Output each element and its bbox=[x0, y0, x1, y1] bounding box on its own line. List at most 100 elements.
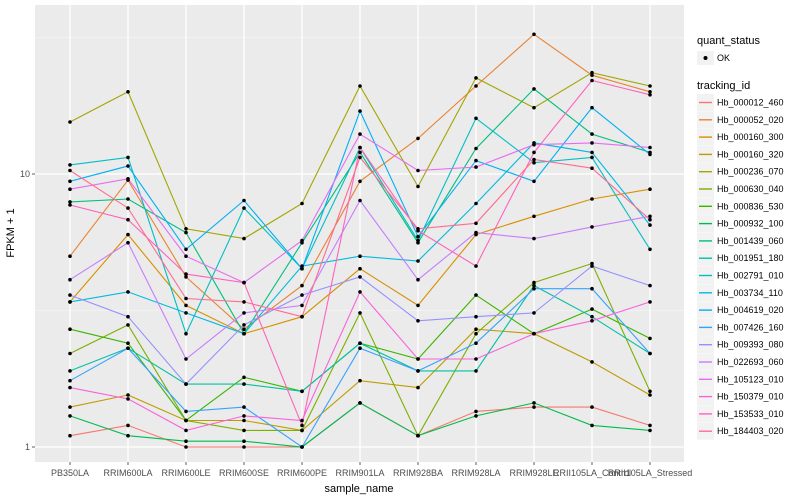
data-point-Hb_150379_010 bbox=[358, 290, 362, 294]
data-point-Hb_000630_040 bbox=[648, 389, 652, 394]
data-point-Hb_001439_060 bbox=[184, 230, 188, 235]
data-point-Hb_007426_160 bbox=[474, 341, 478, 346]
legend-title-tracking-id: tracking_id bbox=[697, 80, 750, 92]
x-tick-label: RRIM600LA bbox=[103, 468, 152, 478]
data-point-Hb_184403_020 bbox=[242, 300, 246, 304]
legend-items: Hb_000012_460 Hb_000052_020 Hb_000160_300 H… bbox=[697, 94, 784, 440]
legend-label-Hb_153533_010: Hb_153533_010 bbox=[717, 409, 784, 419]
data-point-Hb_000012_460 bbox=[474, 409, 478, 414]
legend-label-Hb_003734_110: Hb_003734_110 bbox=[717, 288, 783, 298]
data-point-Hb_001439_060 bbox=[532, 87, 536, 91]
legend-label-Hb_000160_300: Hb_000160_300 bbox=[717, 132, 784, 142]
legend-label-Hb_000932_100: Hb_000932_100 bbox=[717, 219, 784, 229]
data-point-Hb_105123_010 bbox=[126, 177, 130, 181]
data-point-Hb_000012_460 bbox=[68, 433, 72, 438]
data-point-Hb_000052_020 bbox=[242, 327, 246, 332]
x-axis-title: sample_name bbox=[324, 483, 393, 495]
data-point-Hb_000052_020 bbox=[416, 136, 420, 141]
data-point-Hb_004619_020 bbox=[242, 198, 246, 203]
data-point-Hb_003734_110 bbox=[358, 254, 362, 258]
data-point-Hb_003734_110 bbox=[648, 223, 652, 227]
data-point-Hb_004619_020 bbox=[532, 179, 536, 184]
data-point-Hb_000630_040 bbox=[68, 351, 72, 356]
data-point-Hb_002791_010 bbox=[590, 155, 594, 160]
data-point-Hb_184403_020 bbox=[474, 221, 478, 226]
data-point-Hb_000160_320 bbox=[68, 405, 72, 409]
data-point-Hb_105123_010 bbox=[474, 165, 478, 169]
data-point-Hb_002791_010 bbox=[648, 247, 652, 252]
data-point-Hb_184403_020 bbox=[590, 166, 594, 170]
data-point-Hb_003734_110 bbox=[184, 311, 188, 315]
data-point-Hb_105123_010 bbox=[648, 145, 652, 150]
legend-label-Hb_000630_040: Hb_000630_040 bbox=[717, 184, 784, 194]
data-point-Hb_000836_530 bbox=[648, 336, 652, 341]
data-point-Hb_007426_160 bbox=[126, 346, 130, 351]
data-point-Hb_004619_020 bbox=[648, 152, 652, 157]
data-point-Hb_184403_020 bbox=[648, 217, 652, 222]
data-point-Hb_000236_070 bbox=[416, 184, 420, 189]
y-axis-title: FPKM + 1 bbox=[5, 208, 17, 257]
data-point-Hb_004619_020 bbox=[300, 266, 304, 271]
data-point-Hb_001951_180 bbox=[590, 314, 594, 319]
legend-label-Hb_184403_020: Hb_184403_020 bbox=[717, 426, 784, 436]
data-point-Hb_007426_160 bbox=[184, 409, 188, 414]
data-point-Hb_000236_070 bbox=[648, 84, 652, 88]
data-point-Hb_105123_010 bbox=[184, 254, 188, 258]
data-point-Hb_004619_020 bbox=[474, 158, 478, 163]
legend-label-Hb_000836_530: Hb_000836_530 bbox=[717, 201, 784, 211]
data-point-Hb_000160_300 bbox=[532, 214, 536, 219]
x-tick-label: RRIM901LA bbox=[335, 468, 384, 478]
data-point-Hb_004619_020 bbox=[68, 179, 72, 184]
data-point-Hb_000932_100 bbox=[590, 423, 594, 428]
data-point-Hb_153533_010 bbox=[590, 78, 594, 83]
legend-label-Hb_000012_460: Hb_000012_460 bbox=[717, 98, 784, 108]
legend-label-Hb_150379_010: Hb_150379_010 bbox=[717, 392, 784, 402]
data-point-Hb_153533_010 bbox=[474, 264, 478, 268]
data-point-Hb_000160_300 bbox=[648, 187, 652, 191]
x-tick-label: RRIM600SE bbox=[219, 468, 269, 478]
data-point-Hb_000932_100 bbox=[358, 401, 362, 405]
data-point-Hb_000630_040 bbox=[532, 280, 536, 285]
data-point-Hb_009393_080 bbox=[68, 293, 72, 297]
data-point-Hb_000160_320 bbox=[648, 393, 652, 397]
legend-label-Hb_105123_010: Hb_105123_010 bbox=[717, 374, 784, 384]
data-point-Hb_001951_180 bbox=[474, 369, 478, 373]
data-point-Hb_003734_110 bbox=[242, 331, 246, 336]
data-point-Hb_000932_100 bbox=[474, 414, 478, 418]
data-point-Hb_105123_010 bbox=[358, 132, 362, 136]
data-point-Hb_184403_020 bbox=[300, 314, 304, 319]
x-tick-label: PB350LA bbox=[51, 468, 89, 478]
data-point-Hb_000236_070 bbox=[474, 76, 478, 80]
data-point-Hb_002791_010 bbox=[242, 206, 246, 210]
data-point-Hb_007426_160 bbox=[416, 369, 420, 373]
data-point-Hb_009393_080 bbox=[300, 293, 304, 297]
data-point-Hb_153533_010 bbox=[126, 217, 130, 222]
data-point-Hb_150379_010 bbox=[474, 357, 478, 361]
data-point-Hb_000932_100 bbox=[532, 401, 536, 405]
data-point-Hb_022693_060 bbox=[358, 198, 362, 203]
data-point-Hb_000836_530 bbox=[242, 375, 246, 380]
data-point-Hb_000160_320 bbox=[242, 418, 246, 423]
legend-label-Hb_001439_060: Hb_001439_060 bbox=[717, 236, 784, 246]
legend-title-quant-status: quant_status bbox=[697, 35, 760, 47]
data-point-Hb_022693_060 bbox=[648, 214, 652, 219]
data-point-Hb_000052_020 bbox=[184, 275, 188, 279]
data-point-Hb_022693_060 bbox=[242, 311, 246, 315]
data-point-Hb_000836_530 bbox=[68, 327, 72, 332]
data-point-Hb_007426_160 bbox=[68, 378, 72, 383]
data-point-Hb_000052_020 bbox=[648, 90, 652, 94]
data-point-Hb_003734_110 bbox=[590, 150, 594, 155]
data-point-Hb_000932_100 bbox=[68, 414, 72, 418]
data-point-Hb_000052_020 bbox=[590, 73, 594, 77]
data-point-Hb_009393_080 bbox=[648, 283, 652, 288]
data-point-Hb_022693_060 bbox=[416, 277, 420, 282]
legend-label-Hb_001951_180: Hb_001951_180 bbox=[717, 253, 784, 263]
data-point-Hb_000160_300 bbox=[590, 197, 594, 201]
x-tick-label: RRIM600LE bbox=[161, 468, 210, 478]
data-point-Hb_004619_020 bbox=[416, 234, 420, 239]
data-point-Hb_150379_010 bbox=[300, 418, 304, 423]
data-point-Hb_000836_530 bbox=[184, 418, 188, 423]
data-point-Hb_001951_180 bbox=[532, 283, 536, 288]
data-point-Hb_000236_070 bbox=[590, 70, 594, 75]
data-point-Hb_153533_010 bbox=[68, 203, 72, 207]
